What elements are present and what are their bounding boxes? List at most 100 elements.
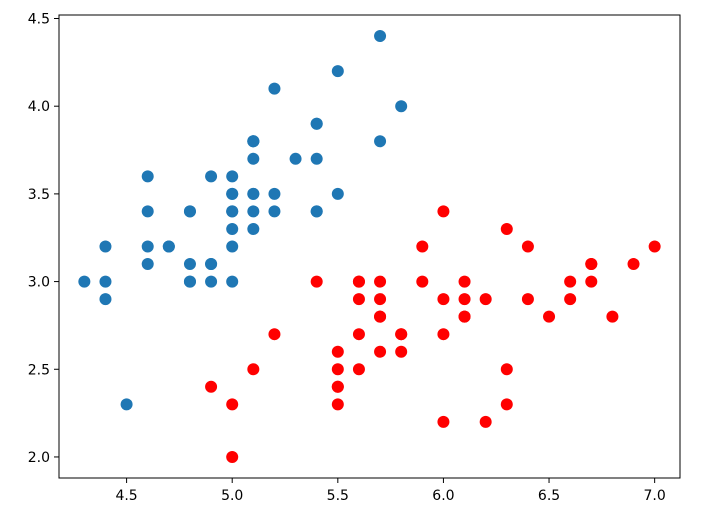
data-point-series-1: [183, 258, 196, 271]
data-point-series-1: [374, 135, 387, 148]
data-point-series-1: [374, 30, 387, 43]
data-point-series-2: [331, 345, 344, 358]
data-point-series-2: [331, 380, 344, 393]
data-point-series-1: [247, 135, 260, 148]
data-point-series-1: [205, 258, 218, 271]
data-point-series-1: [268, 187, 281, 200]
data-point-series-2: [416, 240, 429, 253]
data-point-series-1: [78, 275, 91, 288]
data-point-series-2: [352, 293, 365, 306]
data-point-series-2: [395, 328, 408, 341]
y-tick-label: 3.5: [28, 187, 50, 203]
data-point-series-2: [458, 310, 471, 323]
data-point-series-2: [416, 275, 429, 288]
data-point-series-1: [247, 152, 260, 165]
data-point-series-1: [247, 222, 260, 235]
data-point-series-1: [162, 240, 175, 253]
data-point-series-1: [226, 170, 239, 183]
x-tick-label: 6.0: [432, 488, 454, 504]
data-point-series-1: [226, 275, 239, 288]
y-tick-label: 3.0: [28, 275, 50, 291]
data-point-series-1: [141, 205, 154, 218]
data-point-series-2: [585, 275, 598, 288]
x-tick-label: 5.0: [221, 488, 243, 504]
y-tick-label: 2.5: [28, 362, 50, 378]
data-point-series-1: [331, 187, 344, 200]
data-point-series-2: [374, 293, 387, 306]
data-point-series-2: [585, 258, 598, 271]
data-point-series-1: [120, 398, 133, 411]
data-point-series-2: [205, 380, 218, 393]
data-point-series-2: [374, 310, 387, 323]
data-point-series-1: [226, 240, 239, 253]
data-point-series-2: [458, 293, 471, 306]
data-point-series-1: [310, 152, 323, 165]
data-point-series-2: [437, 328, 450, 341]
data-point-series-2: [606, 310, 619, 323]
data-point-series-1: [268, 205, 281, 218]
data-point-series-1: [183, 205, 196, 218]
data-point-series-2: [564, 275, 577, 288]
data-point-series-2: [543, 310, 556, 323]
x-tick-label: 5.5: [327, 488, 349, 504]
x-axis: 4.5 5.0 5.5 6.0 6.5 7.0: [115, 478, 666, 504]
data-point-series-2: [458, 275, 471, 288]
data-point-series-2: [310, 275, 323, 288]
data-point-series-2: [479, 415, 492, 428]
data-point-series-2: [352, 275, 365, 288]
data-point-series-2: [437, 415, 450, 428]
data-point-series-2: [226, 398, 239, 411]
data-point-series-2: [500, 398, 513, 411]
data-point-series-1: [331, 65, 344, 78]
data-point-series-1: [141, 170, 154, 183]
data-point-series-2: [352, 363, 365, 376]
data-point-series-1: [205, 275, 218, 288]
data-point-series-2: [437, 293, 450, 306]
points-layer: [78, 30, 661, 463]
data-point-series-2: [500, 222, 513, 235]
data-point-series-1: [226, 187, 239, 200]
data-point-series-1: [99, 293, 112, 306]
x-tick-label: 4.5: [115, 488, 137, 504]
data-point-series-1: [99, 240, 112, 253]
data-point-series-1: [289, 152, 302, 165]
data-point-series-2: [627, 258, 640, 271]
data-point-series-2: [352, 328, 365, 341]
data-point-series-2: [564, 293, 577, 306]
data-point-series-1: [205, 170, 218, 183]
plot-frame: [58, 14, 681, 479]
y-tick-label: 4.0: [28, 99, 50, 115]
data-point-series-2: [521, 240, 534, 253]
data-point-series-1: [226, 222, 239, 235]
data-point-series-2: [521, 293, 534, 306]
data-point-series-2: [374, 345, 387, 358]
data-point-series-2: [395, 345, 408, 358]
data-point-series-2: [500, 363, 513, 376]
data-point-series-1: [310, 117, 323, 130]
y-axis: 2.0 2.5 3.0 3.5 4.0 4.5: [28, 12, 59, 466]
x-tick-label: 6.5: [538, 488, 560, 504]
data-point-series-2: [479, 293, 492, 306]
data-point-series-1: [183, 275, 196, 288]
y-tick-label: 2.0: [28, 450, 50, 466]
data-point-series-1: [310, 205, 323, 218]
data-point-series-2: [648, 240, 661, 253]
data-point-series-1: [247, 187, 260, 200]
data-point-series-1: [141, 240, 154, 253]
data-point-series-2: [331, 363, 344, 376]
data-point-series-1: [247, 205, 260, 218]
data-point-series-1: [226, 205, 239, 218]
data-point-series-1: [99, 275, 112, 288]
data-point-series-1: [268, 82, 281, 95]
y-tick-label: 4.5: [28, 12, 50, 28]
data-point-series-1: [141, 258, 154, 271]
data-point-series-2: [331, 398, 344, 411]
data-point-series-2: [226, 450, 239, 463]
data-point-series-2: [268, 328, 281, 341]
data-point-series-1: [395, 100, 408, 113]
x-tick-label: 7.0: [644, 488, 666, 504]
data-point-series-2: [247, 363, 260, 376]
data-point-series-2: [374, 275, 387, 288]
data-point-series-2: [437, 205, 450, 218]
